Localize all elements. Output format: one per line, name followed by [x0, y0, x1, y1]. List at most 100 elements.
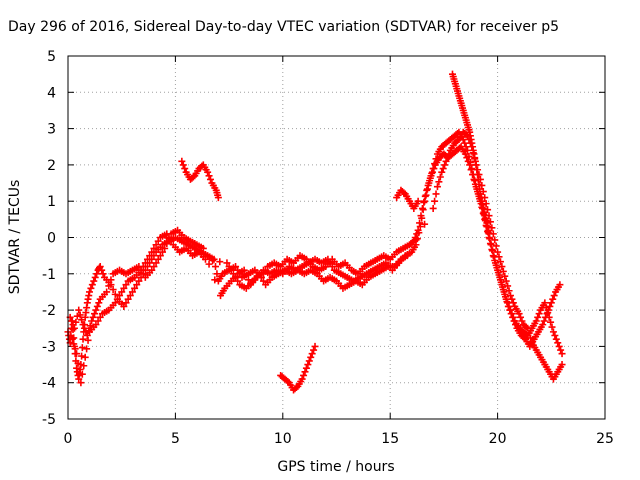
data-point [91, 273, 99, 281]
data-point [201, 255, 209, 263]
data-point [178, 157, 186, 165]
data-point [154, 237, 162, 245]
data-point [517, 313, 525, 321]
data-point [501, 272, 509, 280]
data-point [418, 214, 426, 222]
plot-frame [67, 55, 606, 420]
data-point [78, 316, 86, 324]
data-points [64, 70, 566, 394]
x-axis-label: GPS time / hours [277, 459, 394, 475]
data-point [163, 240, 171, 248]
chart-title: Day 296 of 2016, Sidereal Day-to-day VTE… [8, 19, 560, 35]
data-point [508, 295, 516, 303]
data-point [414, 197, 422, 205]
data-point [120, 302, 128, 310]
data-point [468, 165, 476, 173]
data-point [139, 270, 147, 278]
data-point [88, 281, 96, 289]
data-point [257, 273, 265, 281]
y-tick-label: 3 [47, 122, 56, 138]
x-tick-label: 20 [489, 431, 507, 447]
data-point [150, 244, 158, 252]
data-point [496, 276, 504, 284]
data-point [509, 299, 517, 307]
data-point [284, 377, 292, 385]
data-point [508, 310, 516, 318]
x-tick-label: 15 [381, 431, 399, 447]
data-point [545, 313, 553, 321]
series-4 [277, 342, 319, 394]
data-point [445, 150, 453, 158]
data-point [209, 256, 217, 264]
data-point [156, 252, 164, 260]
data-point [558, 361, 566, 369]
data-point [240, 266, 248, 274]
data-point [229, 270, 237, 278]
data-point [505, 287, 513, 295]
data-point [535, 310, 543, 318]
data-point [135, 277, 143, 285]
data-point [161, 244, 169, 252]
data-point [301, 368, 309, 376]
data-point [431, 197, 439, 205]
data-point [542, 304, 550, 312]
data-point [546, 302, 554, 310]
data-point [107, 276, 115, 284]
data-point [204, 168, 212, 176]
data-point [502, 277, 510, 285]
data-point [163, 230, 171, 238]
data-point [206, 175, 214, 183]
data-point [148, 266, 156, 274]
data-point [92, 321, 100, 329]
data-point [550, 292, 558, 300]
y-tick-label: 1 [47, 194, 56, 210]
data-point [328, 263, 336, 271]
data-point [72, 318, 80, 326]
y-axis-label: SDTVAR / TECUs [7, 180, 23, 295]
y-tick-label: -4 [42, 376, 56, 392]
data-point [547, 318, 555, 326]
data-point [90, 310, 98, 318]
data-point [498, 263, 506, 271]
data-point [122, 281, 130, 289]
series-5 [393, 186, 422, 212]
data-point [165, 234, 173, 241]
data-point [292, 384, 300, 392]
data-point [79, 335, 87, 343]
data-point [98, 266, 106, 274]
data-point [491, 236, 499, 244]
data-point [80, 362, 88, 370]
data-point [549, 328, 557, 336]
data-point [87, 284, 95, 292]
data-point [116, 292, 124, 300]
data-point [466, 158, 474, 166]
data-point [488, 224, 496, 232]
data-point [242, 271, 250, 279]
data-point [300, 371, 308, 379]
data-point [400, 189, 408, 197]
data-point [85, 288, 93, 296]
data-point [465, 152, 473, 160]
data-point [552, 335, 560, 343]
data-point [486, 218, 494, 226]
data-point [421, 220, 429, 228]
data-point [436, 173, 444, 181]
data-point [495, 271, 503, 279]
data-point [80, 324, 88, 332]
data-point [496, 258, 504, 266]
series-3 [178, 157, 222, 202]
data-point [99, 270, 107, 278]
data-point [146, 252, 154, 260]
data-point [415, 229, 423, 237]
data-point [88, 317, 96, 325]
data-point [439, 165, 447, 173]
data-point [234, 277, 242, 285]
data-point [423, 185, 431, 193]
y-tick-label: 0 [47, 231, 56, 247]
data-point [74, 359, 82, 367]
data-point [199, 244, 207, 252]
data-point [179, 161, 187, 169]
data-point [548, 323, 556, 331]
data-point [93, 270, 101, 278]
y-tick-label: -1 [42, 267, 56, 283]
